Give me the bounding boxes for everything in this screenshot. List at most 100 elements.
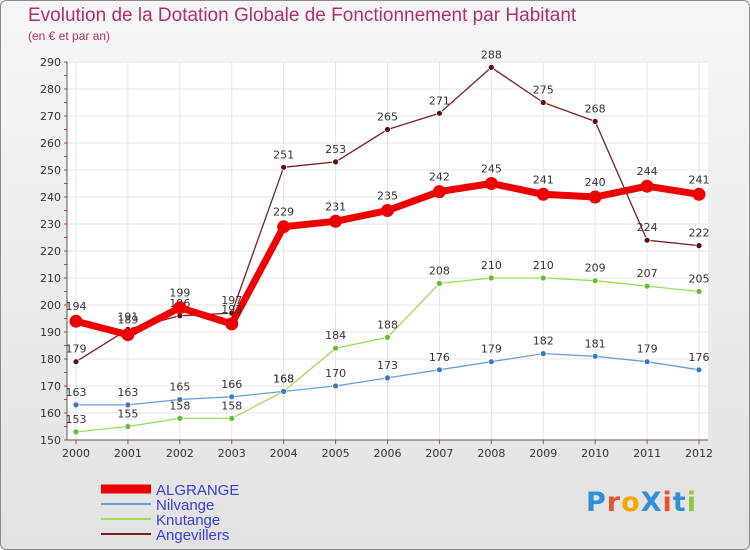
y-tick-label: 290 [40, 56, 61, 69]
data-label: 235 [377, 190, 398, 203]
data-point [643, 236, 651, 244]
data-label: 241 [689, 173, 710, 186]
x-tick-label: 2005 [322, 447, 350, 460]
x-tick-label: 2003 [218, 447, 246, 460]
x-tick-label: 2004 [270, 447, 298, 460]
y-tick-label: 200 [40, 299, 61, 312]
y-tick-label: 160 [40, 407, 61, 420]
data-label: 184 [325, 329, 346, 342]
data-label: 265 [377, 111, 398, 124]
data-label: 205 [689, 273, 710, 286]
data-point [539, 99, 547, 106]
x-tick-label: 2007 [425, 447, 453, 460]
data-label: 231 [325, 200, 346, 213]
chart-subtitle: (en € et par an) [28, 29, 111, 43]
data-point [588, 190, 602, 204]
x-tick-label: 2001 [114, 447, 142, 460]
data-label: 155 [117, 408, 138, 421]
data-label: 193 [221, 303, 242, 316]
y-tick-label: 270 [40, 110, 61, 123]
legend-label-nilvange: Nilvange [156, 497, 214, 514]
data-point [381, 204, 394, 217]
data-point [384, 374, 391, 382]
data-point [228, 414, 236, 422]
data-point [539, 274, 547, 282]
x-tick-label: 2008 [477, 447, 505, 460]
data-point [591, 118, 599, 125]
data-point [384, 126, 391, 133]
data-label: 268 [585, 102, 606, 115]
x-tick-label: 2011 [633, 447, 661, 460]
data-label: 245 [481, 163, 502, 176]
data-point [591, 277, 599, 285]
data-point [173, 301, 187, 315]
data-point [72, 428, 80, 436]
data-point [121, 328, 135, 342]
data-point [69, 314, 83, 328]
data-label: 275 [533, 84, 554, 97]
data-label: 170 [325, 367, 346, 380]
data-label: 222 [689, 227, 710, 240]
data-point [487, 358, 495, 366]
data-label: 224 [637, 221, 658, 234]
data-point [280, 387, 288, 395]
data-label: 197 [221, 294, 242, 307]
data-label: 179 [66, 343, 87, 356]
y-tick-label: 190 [40, 326, 61, 339]
data-label: 179 [481, 343, 502, 356]
y-tick-label: 170 [40, 380, 61, 393]
x-tick-label: 2010 [581, 447, 609, 460]
data-point [695, 366, 703, 374]
data-point [692, 187, 706, 201]
data-point [487, 64, 495, 71]
data-point [72, 358, 80, 366]
data-label: 166 [221, 378, 242, 391]
data-point [695, 288, 703, 295]
data-label: 165 [169, 381, 190, 394]
data-point [124, 401, 132, 409]
y-tick-label: 250 [40, 164, 61, 177]
data-label: 253 [325, 143, 346, 156]
data-point [225, 317, 239, 331]
y-tick-label: 260 [40, 137, 61, 150]
chart-title: Evolution de la Dotation Globale de Fonc… [28, 5, 577, 26]
data-point [484, 177, 498, 190]
data-label: 194 [66, 300, 87, 313]
data-label: 173 [377, 359, 398, 372]
data-point [176, 396, 184, 403]
data-label: 182 [533, 335, 554, 348]
legend-label-algrange: ALGRANGE [156, 482, 239, 499]
data-point [695, 242, 703, 250]
data-label: 241 [533, 173, 554, 186]
data-label: 168 [273, 372, 294, 385]
data-label: 209 [585, 262, 606, 275]
y-tick-label: 150 [40, 434, 61, 447]
data-point [277, 220, 291, 234]
data-point [228, 393, 236, 401]
data-point [332, 382, 339, 390]
y-tick-label: 230 [40, 218, 61, 231]
x-tick-label: 2002 [166, 447, 194, 460]
proxiti-logo: ProXiti [586, 487, 697, 518]
x-tick-label: 2006 [374, 447, 402, 460]
data-point [643, 358, 651, 366]
data-label: 240 [585, 176, 606, 189]
y-tick-label: 280 [40, 83, 61, 96]
data-label: 210 [533, 259, 554, 272]
data-label: 242 [429, 171, 450, 184]
data-label: 188 [377, 318, 398, 331]
data-label: 158 [221, 399, 242, 412]
data-point [176, 414, 184, 422]
data-label: 208 [429, 264, 450, 277]
data-point [332, 344, 339, 352]
data-point [643, 282, 651, 290]
legend-label-angevillers: Angevillers [156, 527, 229, 544]
data-label: 271 [429, 94, 450, 107]
data-point [329, 214, 343, 228]
data-label: 163 [117, 386, 138, 399]
data-point [591, 352, 599, 360]
data-label: 153 [66, 413, 87, 426]
data-point [436, 279, 443, 287]
data-label: 163 [66, 386, 87, 399]
